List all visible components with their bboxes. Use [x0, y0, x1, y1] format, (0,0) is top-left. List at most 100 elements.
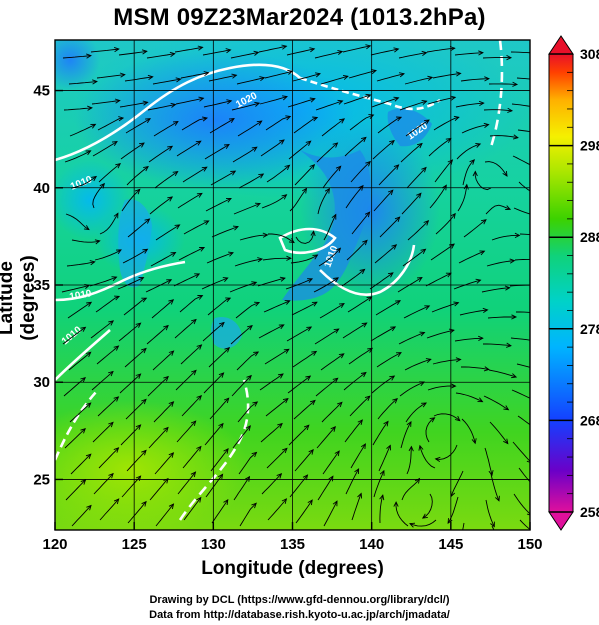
streamline-arrowhead	[138, 277, 145, 282]
streamline-arrowhead	[203, 220, 210, 226]
streamline-arrowhead	[169, 51, 176, 57]
streamline-arrowhead	[219, 321, 225, 328]
streamline-arrowhead	[258, 173, 265, 179]
streamline	[483, 395, 509, 411]
streamline	[148, 145, 173, 163]
streamline-arrowhead	[533, 165, 538, 169]
streamline	[460, 78, 489, 82]
streamline-arrowhead	[414, 477, 421, 484]
streamline	[401, 478, 420, 501]
streamline-arrowhead	[506, 54, 513, 61]
streamline-arrowhead	[113, 212, 119, 219]
streamline-arrowhead	[228, 118, 235, 124]
streamline	[457, 184, 468, 212]
streamline-arrowhead	[218, 372, 225, 378]
streamline-arrowhead	[253, 351, 260, 357]
streamline-arrowhead	[230, 170, 237, 176]
streamline-arrowhead	[379, 469, 385, 476]
streamline-arrowhead	[196, 344, 203, 350]
streamline	[267, 498, 287, 521]
streamline-arrowhead	[421, 513, 428, 519]
isobar-line	[299, 76, 441, 111]
streamline-arrowhead	[309, 399, 316, 406]
streamline	[483, 343, 511, 347]
streamline-arrowhead	[113, 345, 120, 351]
streamline-arrowhead	[533, 283, 538, 287]
streamline-arrowhead	[108, 421, 114, 428]
streamline	[181, 395, 202, 417]
streamline	[236, 77, 265, 85]
streamline	[422, 493, 433, 519]
streamline	[510, 337, 530, 341]
streamline-arrowhead	[247, 324, 253, 331]
streamline-arrowhead	[115, 163, 122, 169]
streamline	[210, 170, 236, 186]
streamline	[450, 470, 464, 497]
streamline	[258, 45, 287, 53]
streamline	[91, 371, 114, 391]
cold-region-nw-corner	[55, 40, 100, 90]
streamline-arrowhead	[92, 79, 98, 85]
streamline	[519, 233, 530, 236]
streamline-arrowhead	[393, 96, 400, 102]
streamline-arrowhead	[305, 140, 312, 146]
streamline-arrowhead	[421, 402, 428, 408]
streamline-arrowhead	[226, 197, 232, 203]
streamline	[374, 244, 397, 264]
streamline-arrowhead	[283, 348, 290, 354]
streamline-arrowhead	[262, 232, 269, 238]
streamline	[177, 471, 196, 495]
streamline-arrowhead	[395, 300, 402, 306]
streamline	[409, 519, 437, 527]
streamline	[68, 81, 97, 85]
streamline	[152, 350, 174, 371]
streamline	[127, 501, 147, 524]
streamline	[379, 216, 401, 238]
streamline-arrowhead	[393, 501, 399, 507]
streamline-arrowhead	[315, 72, 321, 78]
streamline-arrowhead	[514, 232, 521, 239]
x-tick-label: 120	[42, 536, 67, 553]
streamline	[370, 48, 399, 56]
streamline	[489, 135, 518, 139]
streamline-arrowhead	[141, 449, 147, 456]
streamline-arrowhead	[284, 300, 291, 305]
streamline-arrowhead	[199, 247, 206, 252]
streamline-arrowhead	[141, 297, 148, 303]
streamline	[176, 140, 202, 157]
streamline-arrowhead	[168, 401, 175, 407]
streamline-arrowhead	[111, 141, 118, 147]
streamline-arrowhead	[135, 373, 142, 379]
streamline	[96, 345, 119, 365]
streamline-arrowhead	[99, 182, 105, 189]
streamline-arrowhead	[286, 255, 292, 261]
y-tick-label: 45	[33, 83, 50, 100]
streamline	[322, 450, 340, 475]
streamline-arrowhead	[282, 447, 288, 454]
streamline	[94, 249, 122, 261]
streamline-arrowhead	[175, 77, 182, 83]
streamline-arrowhead	[488, 470, 494, 477]
streamline-arrowhead	[447, 159, 454, 166]
streamline-arrowhead	[391, 244, 398, 250]
streamline-arrowhead	[424, 119, 430, 125]
streamline	[265, 116, 291, 131]
streamline	[350, 443, 366, 469]
streamline	[175, 370, 197, 391]
streamline-arrowhead	[139, 142, 145, 148]
streamline	[210, 448, 229, 472]
streamline-arrowhead	[484, 76, 490, 82]
streamline-arrowhead	[312, 254, 319, 260]
streamline-arrowhead	[394, 216, 401, 222]
streamline-arrowhead	[361, 322, 368, 328]
streamline	[378, 164, 399, 186]
streamline	[234, 258, 263, 267]
streamline-arrowhead	[503, 438, 509, 445]
streamline	[265, 398, 289, 417]
lat-lon-grid	[55, 40, 530, 530]
streamline	[176, 420, 197, 443]
streamline-arrowhead	[406, 420, 412, 427]
streamline	[289, 474, 308, 498]
streamline-arrowhead	[424, 305, 431, 310]
streamline	[317, 188, 330, 215]
